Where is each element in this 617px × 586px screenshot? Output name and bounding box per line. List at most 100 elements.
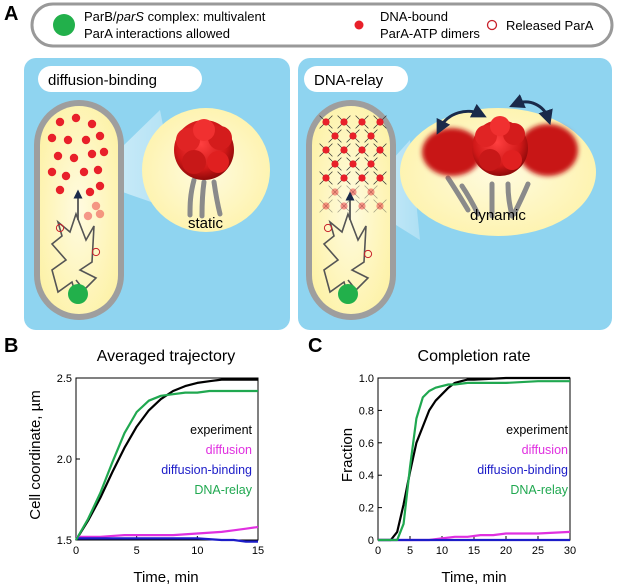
parA-dimer	[376, 146, 384, 154]
x-tick-label: 30	[564, 545, 576, 557]
legend-dimer-line1: DNA-bound	[380, 9, 448, 24]
parA-dimer	[340, 118, 348, 126]
parA-dimer	[358, 146, 366, 154]
chart-c-xlabel: Time, min	[441, 569, 506, 586]
chart-b-frame	[75, 377, 259, 541]
legend-frame	[30, 2, 614, 48]
chart-c-title: Completion rate	[418, 348, 531, 365]
left-trajectory	[50, 211, 98, 303]
parA-dot	[55, 117, 65, 127]
panel-b-letter: B	[4, 335, 18, 357]
released-icon	[486, 19, 498, 31]
left-released-marker	[55, 223, 65, 233]
parA-dimer	[331, 160, 339, 168]
parA-dot	[95, 181, 105, 191]
right-parA-dimers	[319, 115, 387, 213]
legend-entry-diffusion: diffusion	[522, 443, 568, 457]
left-parA-dots	[47, 113, 109, 221]
legend-released: Released ParA	[506, 18, 594, 33]
dna-tether	[373, 199, 381, 207]
parA-dot	[55, 185, 65, 195]
x-tick-label: 0	[73, 545, 79, 557]
dna-tether	[355, 205, 363, 213]
left-model-title: diffusion-binding	[48, 72, 157, 89]
chart-b-series	[75, 378, 259, 543]
parA-dimer	[367, 132, 375, 140]
dna-tether	[325, 205, 333, 213]
parA-dimer	[358, 174, 366, 182]
parA-dimer	[358, 118, 366, 126]
series-line-DNA-relay	[75, 389, 258, 541]
dna-tether	[334, 191, 342, 199]
right-released-marker	[323, 223, 333, 233]
chart-averaged-trajectory: Averaged trajectory Cell coordinate, µm …	[27, 348, 264, 586]
dna-tether	[364, 191, 372, 199]
parA-dot	[83, 211, 93, 221]
right-model-title: DNA-relay	[314, 72, 384, 89]
dna-tether	[325, 199, 333, 207]
legend-entry-DNA-relay: DNA-relay	[510, 483, 568, 497]
x-tick-label: 5	[134, 545, 140, 557]
x-tick-label: 10	[191, 545, 203, 557]
parA-dimer	[340, 202, 348, 210]
legend-entry-diffusion-binding: diffusion-binding	[161, 463, 252, 477]
dna-tether	[370, 191, 378, 199]
parA-dimer	[376, 174, 384, 182]
parA-dot	[47, 167, 57, 177]
parA-dimer	[358, 202, 366, 210]
dna-tether	[361, 205, 369, 213]
series-line-experiment	[75, 378, 258, 541]
left-state-label: static	[188, 215, 224, 232]
parA-dot	[87, 119, 97, 129]
legend-entry-diffusion: diffusion	[206, 443, 252, 457]
left-parB-complex	[68, 284, 88, 304]
parA-dimer	[349, 160, 357, 168]
left-motion-arrow	[436, 103, 487, 135]
legend-complex-line2: ParA interactions allowed	[84, 26, 230, 41]
x-tick-label: 20	[500, 545, 512, 557]
parA-dimer	[340, 146, 348, 154]
dna-tether	[352, 185, 360, 193]
series-line-diffusion	[76, 525, 259, 538]
chart-c-ylabel: Fraction	[339, 428, 356, 482]
legend-entry-DNA-relay: DNA-relay	[194, 483, 252, 497]
chart-c-series	[378, 376, 571, 542]
parA-dimer	[331, 188, 339, 196]
legend-entry-experiment: experiment	[190, 423, 252, 437]
right-cell-interior	[312, 106, 390, 314]
dna-tether	[319, 205, 327, 213]
y-tick-label: 0	[368, 535, 374, 547]
y-tick-label: 0.4	[359, 470, 374, 482]
parA-dimer	[340, 174, 348, 182]
parA-dot	[61, 171, 71, 181]
x-tick-label: 5	[407, 545, 413, 557]
parA-dimer	[376, 202, 384, 210]
parA-dot	[93, 165, 103, 175]
diffusion-binding-panel: diffusion-binding static	[24, 58, 290, 330]
parA-dot	[63, 135, 73, 145]
complex-icon	[53, 14, 75, 36]
y-tick-label: 0.2	[359, 503, 374, 515]
legend-complex-line1: ParB/parS complex: multivalent	[84, 9, 266, 24]
right-trajectory	[322, 211, 370, 303]
parA-dimer	[331, 132, 339, 140]
dna-tether	[328, 191, 336, 199]
parA-dimer	[367, 188, 375, 196]
legend-entry-experiment: experiment	[506, 423, 568, 437]
dna-tether	[370, 185, 378, 193]
parA-dimer	[322, 118, 330, 126]
chart-c-frame	[377, 377, 571, 541]
chart-completion-rate: Completion rate Fraction Time, min 0 5 10 1…	[339, 348, 576, 586]
panel-a-letter: A	[4, 3, 18, 25]
chart-c-ticks: 0 5 10 15 20 25 30 0 0.2 0.4 0.6 0.8 1.0	[359, 373, 576, 557]
panel-c-letter: C	[308, 335, 322, 357]
dna-relay-panel: DNA-relay dynamic	[298, 58, 612, 330]
dimer-icon	[354, 20, 364, 30]
y-tick-label: 0.6	[359, 438, 374, 450]
chart-b-ticks: 0 5 10 15 1.5 2.0 2.5	[57, 373, 264, 557]
parA-dot	[95, 131, 105, 141]
right-state-label: dynamic	[470, 207, 526, 224]
parA-dimer	[322, 202, 330, 210]
legend: ParB/parS complex: multivalent ParA inte…	[30, 2, 614, 48]
chart-b-ylabel: Cell coordinate, µm	[27, 390, 44, 520]
